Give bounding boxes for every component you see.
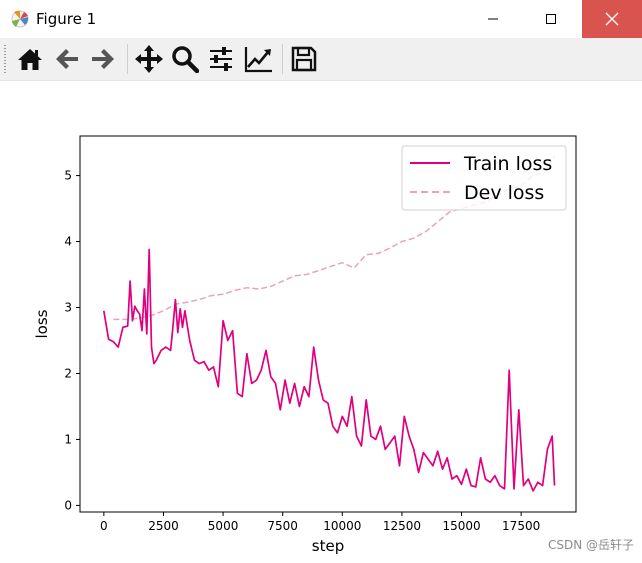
- y-axis-label: loss: [33, 309, 51, 338]
- axes-frame: [79, 135, 577, 513]
- x-axis-label: step: [312, 537, 344, 555]
- navigation-toolbar: [0, 38, 642, 81]
- y-tick-label: 1: [64, 432, 72, 446]
- back-arrow-icon: [56, 49, 78, 69]
- window-titlebar: Figure 1: [0, 0, 642, 38]
- x-tick-label: 0: [100, 519, 108, 533]
- legend-label-train: Train loss: [463, 153, 552, 175]
- minimize-icon: [488, 18, 498, 20]
- forward-button[interactable]: [87, 43, 119, 75]
- y-tick-label: 5: [64, 169, 72, 183]
- edit-axes-button[interactable]: [243, 43, 275, 75]
- axis-ticks: 0 2500 5000 7500 10000 12500 15000 17500 0 1 2 3 4 5: [64, 169, 540, 533]
- figure-canvas[interactable]: 0 2500 5000 7500 10000 12500 15000 17500 0 1 2 3 4 5 …: [0, 81, 642, 559]
- x-tick-label: 10000: [323, 519, 361, 533]
- loss-chart[interactable]: 0 2500 5000 7500 10000 12500 15000 17500012345 …: [0, 81, 642, 559]
- x-tick-label: 5000: [208, 519, 239, 533]
- x-tick-label: 15000: [442, 519, 480, 533]
- zoom-icon: [172, 46, 199, 73]
- forward-arrow-icon: [92, 49, 114, 69]
- save-button[interactable]: [288, 43, 320, 75]
- y-tick-label: 0: [64, 498, 72, 512]
- watermark: CSDN @岳轩子: [547, 538, 634, 552]
- x-tick-label: 12500: [383, 519, 421, 533]
- matplotlib-logo-icon: [11, 10, 29, 28]
- toolbar-separator: [127, 44, 128, 74]
- back-button[interactable]: [51, 43, 83, 75]
- x-tick-label: 7500: [267, 519, 298, 533]
- edit-axes-icon: [244, 47, 272, 73]
- toolbar-separator: [282, 44, 283, 74]
- close-button[interactable]: [582, 0, 642, 38]
- y-tick-label: 2: [64, 366, 72, 380]
- legend-label-dev: Dev loss: [464, 182, 544, 204]
- close-icon: [605, 12, 619, 26]
- home-icon: [18, 49, 42, 70]
- configure-subplots-button[interactable]: [205, 43, 237, 75]
- train-loss-line: [102, 248, 556, 492]
- pan-icon: [135, 45, 163, 73]
- x-tick-label: 17500: [502, 519, 540, 533]
- maximize-button[interactable]: [528, 0, 574, 38]
- window-title: Figure 1: [36, 10, 97, 28]
- home-button[interactable]: [14, 43, 46, 75]
- toolbar-grip: [4, 45, 6, 73]
- save-icon: [291, 46, 317, 72]
- y-tick-label: 4: [64, 235, 72, 249]
- minimize-button[interactable]: [470, 0, 516, 38]
- x-tick-label: 2500: [148, 519, 179, 533]
- y-tick-label: 3: [64, 301, 72, 315]
- pan-button[interactable]: [133, 43, 165, 75]
- zoom-button[interactable]: [169, 43, 201, 75]
- configure-subplots-icon: [210, 47, 232, 71]
- legend: Train loss Dev loss: [401, 145, 567, 211]
- maximize-icon: [546, 14, 556, 24]
